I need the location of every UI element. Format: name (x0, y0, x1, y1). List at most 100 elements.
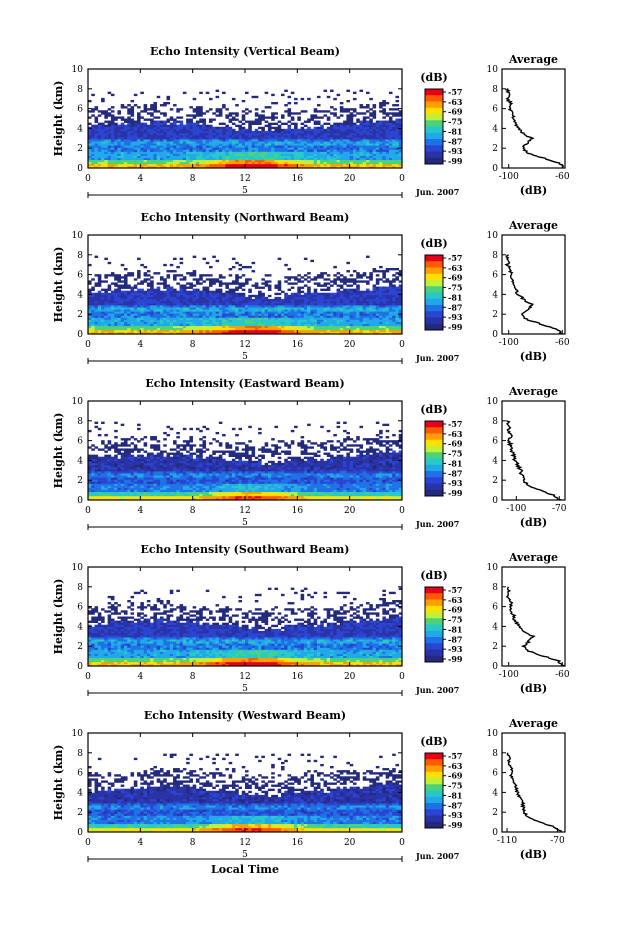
heatmap-cell (379, 331, 383, 335)
heatmap-cell (228, 301, 233, 304)
heatmap-cell (238, 327, 243, 331)
y-tick-label: 2 (77, 144, 83, 154)
heatmap-cell (88, 161, 92, 165)
heatmap-cell (261, 317, 265, 320)
heatmap-cell (117, 139, 122, 142)
heatmap-cell (241, 274, 246, 277)
heatmap-cell (238, 139, 243, 142)
heatmap-cell (310, 305, 314, 308)
heatmap-cell (323, 135, 328, 138)
heatmap-cell (192, 290, 197, 294)
heatmap-cell (159, 323, 164, 327)
heatmap-cell (339, 155, 344, 158)
heatmap-cell (123, 159, 128, 163)
heatmap-cell (349, 294, 354, 298)
heatmap-cell (251, 319, 256, 322)
heatmap-cell (366, 124, 370, 128)
heatmap-cell (339, 151, 344, 154)
heatmap-cell (117, 274, 122, 277)
heatmap-cell (307, 311, 311, 314)
heatmap-cell (330, 112, 334, 115)
heatmap-cell (320, 147, 324, 150)
heatmap-cell (392, 128, 396, 132)
heatmap-cell (104, 319, 108, 322)
heatmap-cell (323, 110, 328, 113)
heatmap-cell (375, 282, 380, 285)
heatmap-cell (163, 102, 167, 105)
heatmap-cell (107, 122, 112, 125)
heatmap-cell (137, 327, 141, 331)
heatmap-cell (199, 278, 203, 281)
heatmap-cell (326, 139, 331, 142)
heatmap-cell (189, 305, 193, 308)
heatmap-cell (91, 143, 95, 146)
heatmap-cell (199, 120, 203, 123)
heatmap-cell (274, 307, 279, 310)
heatmap-cell (153, 309, 157, 312)
heatmap-cell (91, 110, 95, 113)
heatmap-cell (130, 106, 135, 109)
heatmap-cell (343, 331, 347, 335)
heatmap-cell (392, 130, 396, 134)
heatmap-cell (235, 296, 239, 300)
heatmap-cell (133, 141, 138, 144)
heatmap-cell (316, 161, 321, 165)
heatmap-cell (215, 296, 220, 300)
heatmap-cell (359, 329, 364, 333)
heatmap-cell (320, 292, 324, 296)
heatmap-cell (156, 147, 161, 150)
heatmap-cell (366, 147, 370, 150)
heatmap-cell (352, 161, 357, 165)
heatmap-cell (359, 145, 364, 148)
heatmap-cell (245, 319, 249, 322)
heatmap-cell (199, 137, 203, 140)
heatmap-cell (159, 315, 164, 318)
heatmap-cell (369, 331, 373, 335)
heatmap-cell (159, 149, 164, 152)
heatmap-cell (352, 139, 357, 142)
heatmap-cell (130, 321, 135, 324)
heatmap-cell (163, 112, 167, 115)
heatmap-cell (274, 147, 279, 150)
heatmap-cell (140, 315, 144, 318)
heatmap-cell (287, 311, 292, 314)
heatmap-cell (202, 155, 207, 158)
heatmap-cell (326, 329, 331, 333)
heatmap-cell (186, 157, 190, 161)
heatmap-cell (320, 153, 324, 156)
heatmap-cell (212, 153, 216, 156)
heatmap-cell (101, 137, 105, 140)
heatmap-cell (238, 313, 243, 316)
heatmap-cell (133, 323, 138, 327)
colorbar-swatch (425, 139, 443, 146)
heatmap-cell (189, 282, 193, 285)
heatmap-cell (245, 155, 249, 158)
heatmap-cell (137, 161, 141, 165)
heatmap-cell (359, 128, 364, 132)
heatmap-cell (339, 274, 344, 277)
heatmap-cell (379, 155, 383, 158)
heatmap-cell (316, 110, 321, 113)
heatmap-cell (205, 331, 210, 335)
heatmap-cell (143, 151, 148, 154)
heatmap-cell (392, 163, 396, 167)
heatmap-cell (218, 292, 223, 296)
heatmap-cell (212, 255, 216, 258)
heatmap-cell (143, 145, 148, 148)
heatmap-cell (153, 155, 157, 158)
heatmap-cell (169, 137, 174, 140)
heatmap-cell (326, 122, 331, 125)
heatmap-cell (110, 272, 115, 275)
heatmap-cell (173, 157, 177, 161)
heatmap-cell (297, 329, 301, 333)
heatmap-cell (153, 319, 157, 322)
heatmap-cell (379, 137, 383, 140)
heatmap-cell (254, 305, 259, 308)
heatmap-cell (195, 145, 200, 148)
heatmap-cell (166, 95, 171, 99)
heatmap-cell (159, 153, 164, 156)
heatmap-cell (97, 122, 102, 125)
heatmap-cell (101, 294, 105, 298)
heatmap-cell (169, 323, 174, 327)
heatmap-cell (248, 128, 252, 132)
